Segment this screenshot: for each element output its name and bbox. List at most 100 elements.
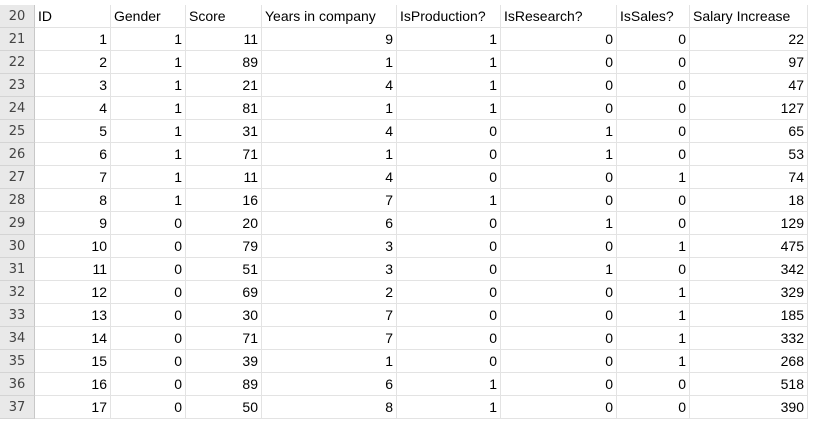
cell-score[interactable]: 31 [186,120,262,143]
cell-id[interactable]: 10 [35,235,111,258]
cell-is-research[interactable]: 0 [501,74,617,97]
cell-gender[interactable]: 1 [111,166,186,189]
cell-years-in-company[interactable]: 4 [262,166,397,189]
cell-id[interactable]: 14 [35,327,111,350]
cell-gender[interactable]: 1 [111,97,186,120]
cell-is-sales[interactable]: 1 [617,281,690,304]
cell-score[interactable]: 20 [186,212,262,235]
cell-is-sales[interactable]: 0 [617,97,690,120]
cell-is-production[interactable]: 1 [397,373,501,396]
cell-is-research[interactable]: 1 [501,258,617,281]
cell-salary-increase[interactable]: 97 [690,51,808,74]
row-header[interactable]: 23 [0,74,35,97]
cell-id[interactable]: 12 [35,281,111,304]
cell-gender[interactable]: 1 [111,143,186,166]
cell-score[interactable]: 51 [186,258,262,281]
cell-salary-increase[interactable]: 268 [690,350,808,373]
cell-salary-increase[interactable]: 342 [690,258,808,281]
cell-is-production[interactable]: 1 [397,189,501,212]
cell-years-in-company[interactable]: 6 [262,373,397,396]
cell-years-in-company[interactable]: 6 [262,212,397,235]
cell-is-research[interactable]: 0 [501,304,617,327]
row-header[interactable]: 28 [0,189,35,212]
cell-id[interactable]: 11 [35,258,111,281]
cell-gender[interactable]: 1 [111,28,186,51]
cell-id[interactable]: 3 [35,74,111,97]
row-header[interactable]: 25 [0,120,35,143]
cell-is-sales[interactable]: 1 [617,327,690,350]
cell-is-research[interactable]: 0 [501,350,617,373]
cell-is-production[interactable]: 1 [397,51,501,74]
cell-gender[interactable]: 0 [111,327,186,350]
cell-score[interactable]: 39 [186,350,262,373]
row-header[interactable]: 20 [0,5,35,28]
cell-is-research[interactable]: 0 [501,28,617,51]
cell-id[interactable]: 9 [35,212,111,235]
row-header[interactable]: 36 [0,373,35,396]
cell-id[interactable]: 1 [35,28,111,51]
column-header-salary-increase[interactable]: Salary Increase [690,5,808,28]
cell-years-in-company[interactable]: 3 [262,258,397,281]
cell-salary-increase[interactable]: 329 [690,281,808,304]
column-header-is-sales[interactable]: IsSales? [617,5,690,28]
cell-is-research[interactable]: 1 [501,143,617,166]
cell-id[interactable]: 4 [35,97,111,120]
cell-salary-increase[interactable]: 475 [690,235,808,258]
cell-score[interactable]: 71 [186,143,262,166]
cell-is-sales[interactable]: 0 [617,189,690,212]
cell-is-sales[interactable]: 0 [617,258,690,281]
cell-is-sales[interactable]: 1 [617,235,690,258]
cell-years-in-company[interactable]: 3 [262,235,397,258]
cell-gender[interactable]: 0 [111,212,186,235]
cell-is-research[interactable]: 0 [501,281,617,304]
cell-is-production[interactable]: 0 [397,166,501,189]
cell-is-sales[interactable]: 0 [617,373,690,396]
cell-is-sales[interactable]: 0 [617,28,690,51]
column-header-is-research[interactable]: IsResearch? [501,5,617,28]
cell-years-in-company[interactable]: 4 [262,120,397,143]
cell-is-production[interactable]: 0 [397,143,501,166]
cell-id[interactable]: 8 [35,189,111,212]
cell-id[interactable]: 6 [35,143,111,166]
cell-is-sales[interactable]: 0 [617,143,690,166]
cell-salary-increase[interactable]: 518 [690,373,808,396]
cell-id[interactable]: 7 [35,166,111,189]
cell-gender[interactable]: 0 [111,350,186,373]
cell-is-production[interactable]: 0 [397,120,501,143]
cell-salary-increase[interactable]: 65 [690,120,808,143]
cell-score[interactable]: 89 [186,373,262,396]
column-header-years-in-company[interactable]: Years in company [262,5,397,28]
cell-score[interactable]: 71 [186,327,262,350]
cell-years-in-company[interactable]: 1 [262,97,397,120]
cell-is-production[interactable]: 0 [397,304,501,327]
cell-gender[interactable]: 0 [111,281,186,304]
cell-is-sales[interactable]: 1 [617,166,690,189]
row-header[interactable]: 33 [0,304,35,327]
cell-id[interactable]: 13 [35,304,111,327]
cell-gender[interactable]: 0 [111,304,186,327]
cell-salary-increase[interactable]: 22 [690,28,808,51]
cell-gender[interactable]: 0 [111,258,186,281]
cell-is-production[interactable]: 0 [397,327,501,350]
cell-is-production[interactable]: 0 [397,281,501,304]
cell-score[interactable]: 81 [186,97,262,120]
cell-years-in-company[interactable]: 7 [262,304,397,327]
cell-years-in-company[interactable]: 8 [262,396,397,419]
cell-is-sales[interactable]: 0 [617,396,690,419]
cell-is-research[interactable]: 0 [501,327,617,350]
cell-salary-increase[interactable]: 185 [690,304,808,327]
row-header[interactable]: 30 [0,235,35,258]
cell-years-in-company[interactable]: 1 [262,143,397,166]
cell-id[interactable]: 2 [35,51,111,74]
row-header[interactable]: 22 [0,51,35,74]
cell-score[interactable]: 16 [186,189,262,212]
cell-salary-increase[interactable]: 53 [690,143,808,166]
cell-gender[interactable]: 0 [111,396,186,419]
column-header-score[interactable]: Score [186,5,262,28]
cell-salary-increase[interactable]: 129 [690,212,808,235]
cell-is-sales[interactable]: 1 [617,304,690,327]
cell-is-production[interactable]: 0 [397,258,501,281]
row-header[interactable]: 21 [0,28,35,51]
row-header[interactable]: 24 [0,97,35,120]
cell-years-in-company[interactable]: 1 [262,350,397,373]
